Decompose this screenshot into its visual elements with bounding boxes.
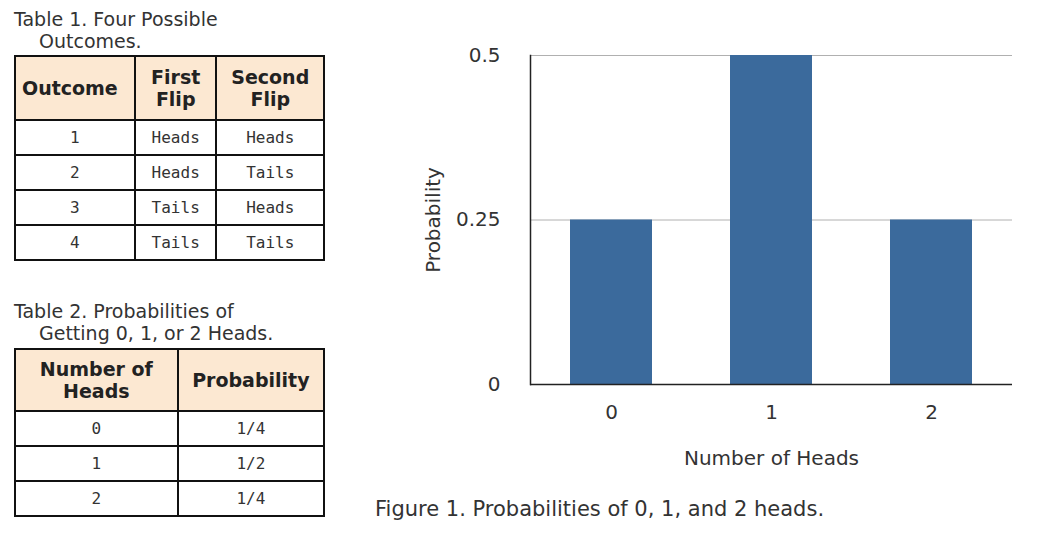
html-text:1/4: 1/4 — [236, 489, 266, 508]
html-text:Heads: Heads — [151, 163, 200, 182]
html-text:Second Flip: Second Flip — [231, 66, 310, 110]
svg-text:0: 0 — [488, 372, 501, 396]
html-text:Tails: Tails — [151, 198, 200, 217]
html-text:1/4: 1/4 — [236, 419, 266, 438]
svg-text:Probability: Probability — [421, 167, 445, 273]
svg-text:Number of Heads: Number of Heads — [684, 446, 859, 470]
html-text:1/2: 1/2 — [236, 454, 266, 473]
html-text:Probability: Probability — [192, 369, 310, 391]
html-text:1: 1 — [70, 128, 80, 147]
svg-text:0: 0 — [605, 400, 618, 424]
html-text:Tails: Tails — [151, 233, 200, 252]
svg-text:0.5: 0.5 — [469, 43, 501, 67]
html-text:Outcome: Outcome — [22, 77, 118, 99]
html-text:Heads: Heads — [151, 128, 200, 147]
html-text:Heads: Heads — [246, 128, 295, 147]
html-text:Tails: Tails — [246, 163, 295, 182]
html-text:Heads: Heads — [246, 198, 295, 217]
html-text:Tails: Tails — [246, 233, 295, 252]
html-text:3: 3 — [70, 198, 80, 217]
html-text:0: 0 — [91, 419, 102, 438]
html-text:Number of Heads: Number of Heads — [39, 358, 153, 402]
html-text:4: 4 — [70, 233, 80, 252]
html-text:2: 2 — [91, 489, 102, 508]
html-text:Table 2. Probabilities of Gett: Table 2. Probabilities of Getting 0, 1, … — [14, 300, 274, 344]
html-text:2: 2 — [70, 163, 80, 182]
svg-text:0.25: 0.25 — [456, 207, 501, 231]
html-text:First Flip: First Flip — [151, 66, 201, 110]
html-text:1: 1 — [91, 454, 102, 473]
html-text:Figure 1. Probabilities of 0,: Figure 1. Probabilities of 0, 1, and 2 h… — [375, 497, 825, 521]
html-text:Table 1. Four Possible Outcome: Table 1. Four Possible Outcomes. — [14, 8, 218, 52]
svg-text:2: 2 — [925, 400, 938, 424]
svg-text:1: 1 — [765, 400, 778, 424]
